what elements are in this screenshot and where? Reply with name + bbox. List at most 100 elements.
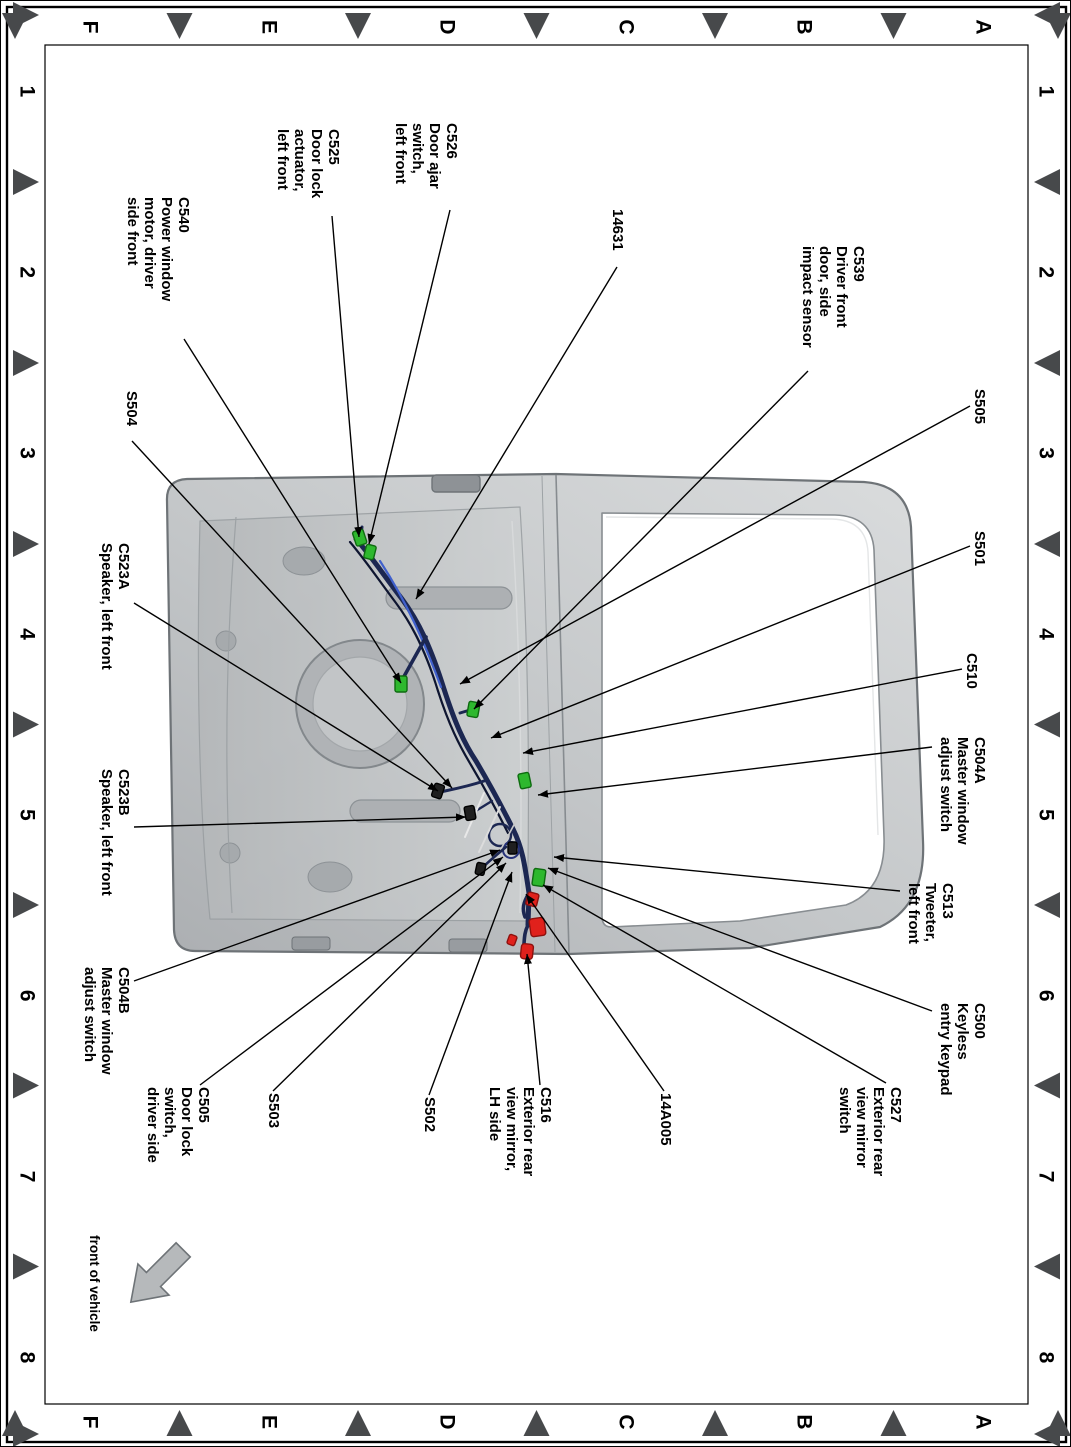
dark-connector (507, 841, 518, 855)
regulator-slot-front (349, 799, 461, 823)
callout-line: actuator, (291, 129, 308, 192)
callout-line: C539 (850, 246, 867, 282)
callout-line: switch, (409, 123, 426, 174)
callout-C525: C525 Door lock actuator, left front (274, 129, 342, 198)
leader-C505 (199, 856, 504, 1086)
grid-row-E-left: E (257, 19, 281, 35)
zone-triangle (345, 13, 371, 39)
zone-triangle (1034, 2, 1060, 28)
callout-line: view mirror (853, 1087, 870, 1168)
callout-C539: C539 Driver front door, side impact sensor (799, 246, 867, 348)
callout-line: left front (274, 129, 291, 190)
callout-line: S504 (123, 391, 140, 427)
front-of-vehicle-label: front of vehicle (87, 1235, 102, 1332)
red-connector (525, 891, 540, 908)
callout-line: C500 (971, 1003, 988, 1039)
zone-triangle (702, 1410, 728, 1436)
grid-col-2-top: 2 (1034, 266, 1058, 279)
zone-triangle (1034, 350, 1060, 376)
grid-row-F-right: F (78, 1415, 102, 1429)
zone-triangle (345, 1410, 371, 1436)
callout-line: Keyless (954, 1003, 971, 1060)
callout-line: left front (392, 123, 409, 184)
red-connector (528, 916, 547, 938)
callout-line: C516 (537, 1087, 554, 1123)
leader-C526 (367, 209, 451, 545)
callout-line: Exterior rear (870, 1087, 887, 1177)
callout-line: LH side (486, 1087, 503, 1142)
callout-line: Door lock (178, 1087, 195, 1157)
dark-connector (463, 804, 477, 822)
grid-col-6-bottom: 6 (15, 989, 39, 1002)
leader-C540 (183, 338, 402, 684)
callout-line: impact sensor (799, 246, 816, 348)
connectors (351, 528, 547, 960)
callout-line: S505 (971, 389, 988, 425)
green-connector (466, 700, 481, 719)
grid-col-5-top: 5 (1034, 809, 1058, 821)
leader-C513 (553, 853, 901, 892)
green-connector (517, 771, 532, 790)
zone-triangle (13, 350, 39, 376)
callout-S503: S503 (265, 1093, 282, 1128)
grid-col-4-top: 4 (1034, 628, 1058, 640)
callout-C526: C526 Door ajar switch, left front (392, 123, 460, 189)
grid-col-3-top: 3 (1034, 447, 1058, 459)
zone-triangle (13, 2, 39, 28)
callout-line: Door lock (308, 129, 325, 199)
callout-C523B: C523B Speaker, left front (98, 769, 132, 896)
zone-triangle (13, 1253, 39, 1280)
zone-triangle (523, 1410, 550, 1436)
hinge-lower (291, 936, 331, 951)
grid-col-8-top: 8 (1034, 1351, 1058, 1364)
callout-line: C525 (325, 129, 342, 165)
zone-triangle (1034, 892, 1060, 918)
leader-14631 (415, 266, 618, 600)
zone-triangle (166, 13, 193, 39)
callout-line: view mirror, (503, 1087, 520, 1172)
leader-C539 (473, 370, 809, 710)
callout-S501: S501 (971, 531, 988, 566)
grid-col-1-bottom: 1 (15, 85, 39, 98)
callout-line: S501 (971, 531, 988, 567)
zone-triangle (13, 1421, 39, 1446)
grid-col-2-bottom: 2 (15, 266, 39, 279)
callout-line: Master window (98, 967, 115, 1075)
callout-line: door, side (816, 246, 833, 317)
callout-line: switch (836, 1087, 853, 1134)
beltline (555, 474, 570, 954)
callout-C504A: C504A Master window adjust switch (937, 737, 988, 845)
zone-triangle (13, 1072, 39, 1099)
callout-line: Speaker, left front (98, 543, 115, 670)
zone-triangle (13, 169, 39, 195)
callout-C527: C527 Exterior rear view mirror switch (836, 1087, 904, 1176)
callout-line: C540 (175, 197, 192, 233)
front-of-vehicle-arrow-icon (129, 1241, 192, 1304)
callout-14A005: 14A005 (657, 1093, 674, 1146)
callout-line: switch, (161, 1087, 178, 1138)
zone-triangle (702, 13, 728, 39)
callout-line: motor, driver (141, 197, 158, 289)
grid-row-C-right: C (614, 1414, 638, 1430)
grid-row-C-left: C (614, 19, 638, 35)
callout-line: left front (905, 883, 922, 944)
grid-col-3-bottom: 3 (15, 447, 39, 459)
callout-line: entry keypad (937, 1003, 954, 1096)
leader-S502 (428, 871, 513, 1096)
zone-triangle (13, 711, 39, 738)
wire-harness (348, 525, 532, 952)
leader-C516 (524, 953, 541, 1086)
door-latch (431, 474, 481, 493)
callout-line: adjust switch (81, 967, 98, 1063)
grid-col-4-bottom: 4 (15, 628, 39, 640)
callout-C510: C510 (963, 653, 980, 689)
grid-col-8-bottom: 8 (15, 1351, 39, 1364)
callout-line: Driver front (833, 246, 850, 328)
callout-line: Power window (158, 197, 175, 302)
leader-C500 (547, 867, 933, 1012)
zone-triangle (166, 1410, 193, 1436)
panel-hole (219, 842, 241, 864)
callout-line: C504A (971, 737, 988, 784)
